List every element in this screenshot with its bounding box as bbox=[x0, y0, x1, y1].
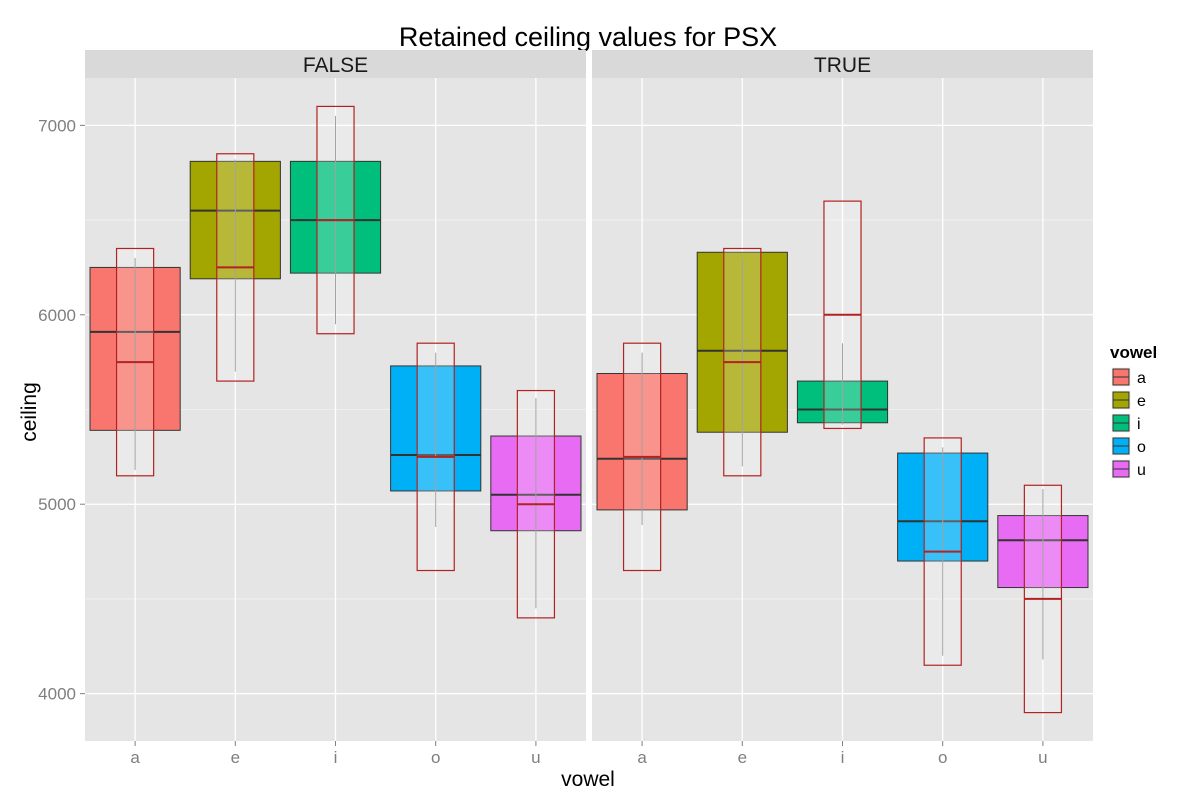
overlay-e bbox=[216, 153, 255, 382]
legend-label: u bbox=[1137, 462, 1146, 479]
overlay-i bbox=[316, 105, 355, 335]
x-tick-label: u bbox=[1038, 748, 1047, 767]
chart-title: Retained ceiling values for PSX bbox=[399, 22, 777, 52]
overlay-o bbox=[923, 437, 962, 666]
y-tick-label: 6000 bbox=[38, 306, 76, 325]
panel-false: FALSE a e i o u bbox=[85, 50, 586, 767]
y-axis-title: ceiling bbox=[18, 382, 41, 442]
x-tick-label: e bbox=[231, 748, 240, 767]
y-axis: 4000 5000 6000 7000 bbox=[38, 116, 85, 704]
legend-label: i bbox=[1137, 416, 1141, 433]
y-tick-label: 7000 bbox=[38, 116, 76, 135]
overlay-u bbox=[516, 389, 556, 619]
legend-label: a bbox=[1137, 370, 1146, 387]
x-tick-label: e bbox=[738, 748, 747, 767]
legend-title: vowel bbox=[1110, 343, 1157, 362]
x-tick-label: a bbox=[130, 748, 140, 767]
panels-layer: FALSE a e i o u TRUE a e i o u bbox=[85, 50, 1093, 767]
legend-entry-o: o bbox=[1110, 435, 1146, 457]
legend-entry-i: i bbox=[1110, 412, 1141, 434]
legend-entry-u: u bbox=[1110, 458, 1146, 480]
panel-true: TRUE a e i o u bbox=[592, 50, 1093, 767]
facet-strip-label: TRUE bbox=[814, 54, 871, 77]
facet-strip bbox=[592, 50, 1093, 78]
y-tick-label: 5000 bbox=[38, 495, 76, 514]
overlay-o bbox=[416, 342, 455, 572]
legend-entry-a: a bbox=[1110, 366, 1146, 388]
x-axis-title: vowel bbox=[561, 768, 615, 791]
x-tick-label: u bbox=[531, 748, 540, 767]
overlay-a bbox=[622, 342, 662, 572]
overlay-a bbox=[115, 247, 155, 477]
x-tick-label: a bbox=[637, 748, 647, 767]
legend-label: o bbox=[1137, 439, 1146, 456]
facet-strip-label: FALSE bbox=[303, 54, 368, 77]
x-tick-label: i bbox=[334, 748, 338, 767]
facet-strip bbox=[85, 50, 586, 78]
x-tick-label: i bbox=[841, 748, 845, 767]
overlay-e bbox=[723, 247, 762, 477]
overlay-i bbox=[823, 200, 862, 430]
overlay-u bbox=[1023, 484, 1063, 714]
legend-entry-e: e bbox=[1110, 389, 1146, 411]
x-tick-label: o bbox=[938, 748, 947, 767]
y-tick-label: 4000 bbox=[38, 685, 76, 704]
legend-label: e bbox=[1137, 393, 1146, 410]
x-tick-label: o bbox=[431, 748, 440, 767]
